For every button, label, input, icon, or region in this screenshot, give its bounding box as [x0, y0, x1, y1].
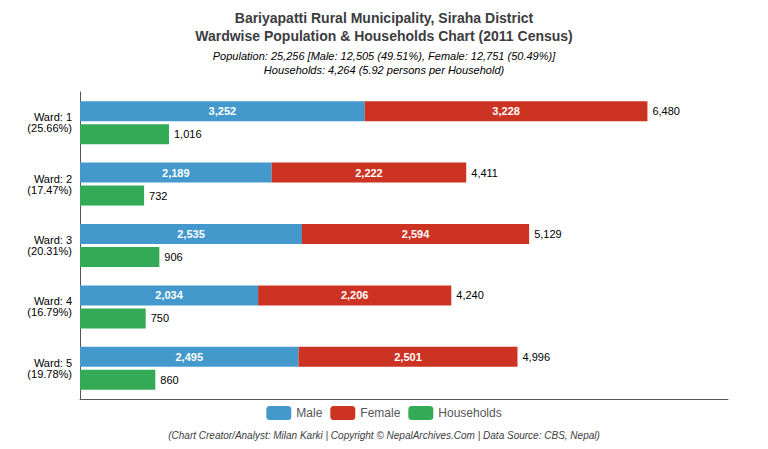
svg-text:(25.66%): (25.66%) [27, 122, 72, 134]
svg-text:(20.31%): (20.31%) [27, 245, 72, 257]
svg-text:2,495: 2,495 [175, 351, 203, 363]
svg-text:4,240: 4,240 [456, 289, 484, 301]
svg-text:Female: Female [360, 406, 400, 420]
svg-text:860: 860 [160, 374, 178, 386]
svg-text:Bariyapatti Rural Municipality: Bariyapatti Rural Municipality, Siraha D… [235, 10, 534, 26]
svg-text:Ward: 3: Ward: 3 [33, 234, 72, 246]
svg-text:Ward: 2: Ward: 2 [33, 172, 72, 185]
svg-text:Households: 4,264 (5.92 person: Households: 4,264 (5.92 persons per Hous… [264, 64, 505, 76]
svg-text:Households: Households [438, 406, 501, 420]
svg-text:2,222: 2,222 [355, 167, 383, 179]
svg-text:(Chart Creator/Analyst: Milan: (Chart Creator/Analyst: Milan Karki | Co… [168, 430, 600, 441]
svg-text:(16.79%): (16.79%) [27, 306, 72, 318]
svg-text:2,594: 2,594 [402, 228, 430, 240]
svg-text:(19.78%): (19.78%) [27, 368, 72, 380]
svg-text:Population: 25,256 [Male: 12,5: Population: 25,256 [Male: 12,505 (49.51%… [213, 50, 556, 62]
svg-text:3,228: 3,228 [492, 105, 520, 117]
svg-text:6,480: 6,480 [652, 105, 680, 117]
svg-text:Ward: 1: Ward: 1 [33, 111, 72, 124]
svg-text:2,206: 2,206 [341, 289, 369, 301]
svg-text:2,034: 2,034 [155, 289, 183, 301]
svg-text:2,501: 2,501 [394, 351, 422, 363]
svg-text:3,252: 3,252 [209, 105, 237, 117]
svg-text:4,996: 4,996 [522, 351, 550, 363]
svg-text:Male: Male [296, 406, 322, 420]
svg-text:2,189: 2,189 [162, 167, 190, 179]
svg-text:906: 906 [164, 251, 182, 263]
svg-text:4,411: 4,411 [471, 167, 498, 179]
svg-text:Ward: 4: Ward: 4 [33, 295, 72, 308]
svg-text:732: 732 [149, 190, 167, 202]
svg-text:2,535: 2,535 [177, 228, 205, 240]
svg-text:750: 750 [151, 312, 169, 324]
svg-text:5,129: 5,129 [534, 228, 562, 240]
svg-text:Ward: 5: Ward: 5 [33, 356, 72, 369]
svg-text:Wardwise Population & Househol: Wardwise Population & Households Chart (… [195, 28, 573, 44]
svg-text:(17.47%): (17.47%) [27, 184, 72, 196]
svg-text:1,016: 1,016 [174, 128, 202, 140]
